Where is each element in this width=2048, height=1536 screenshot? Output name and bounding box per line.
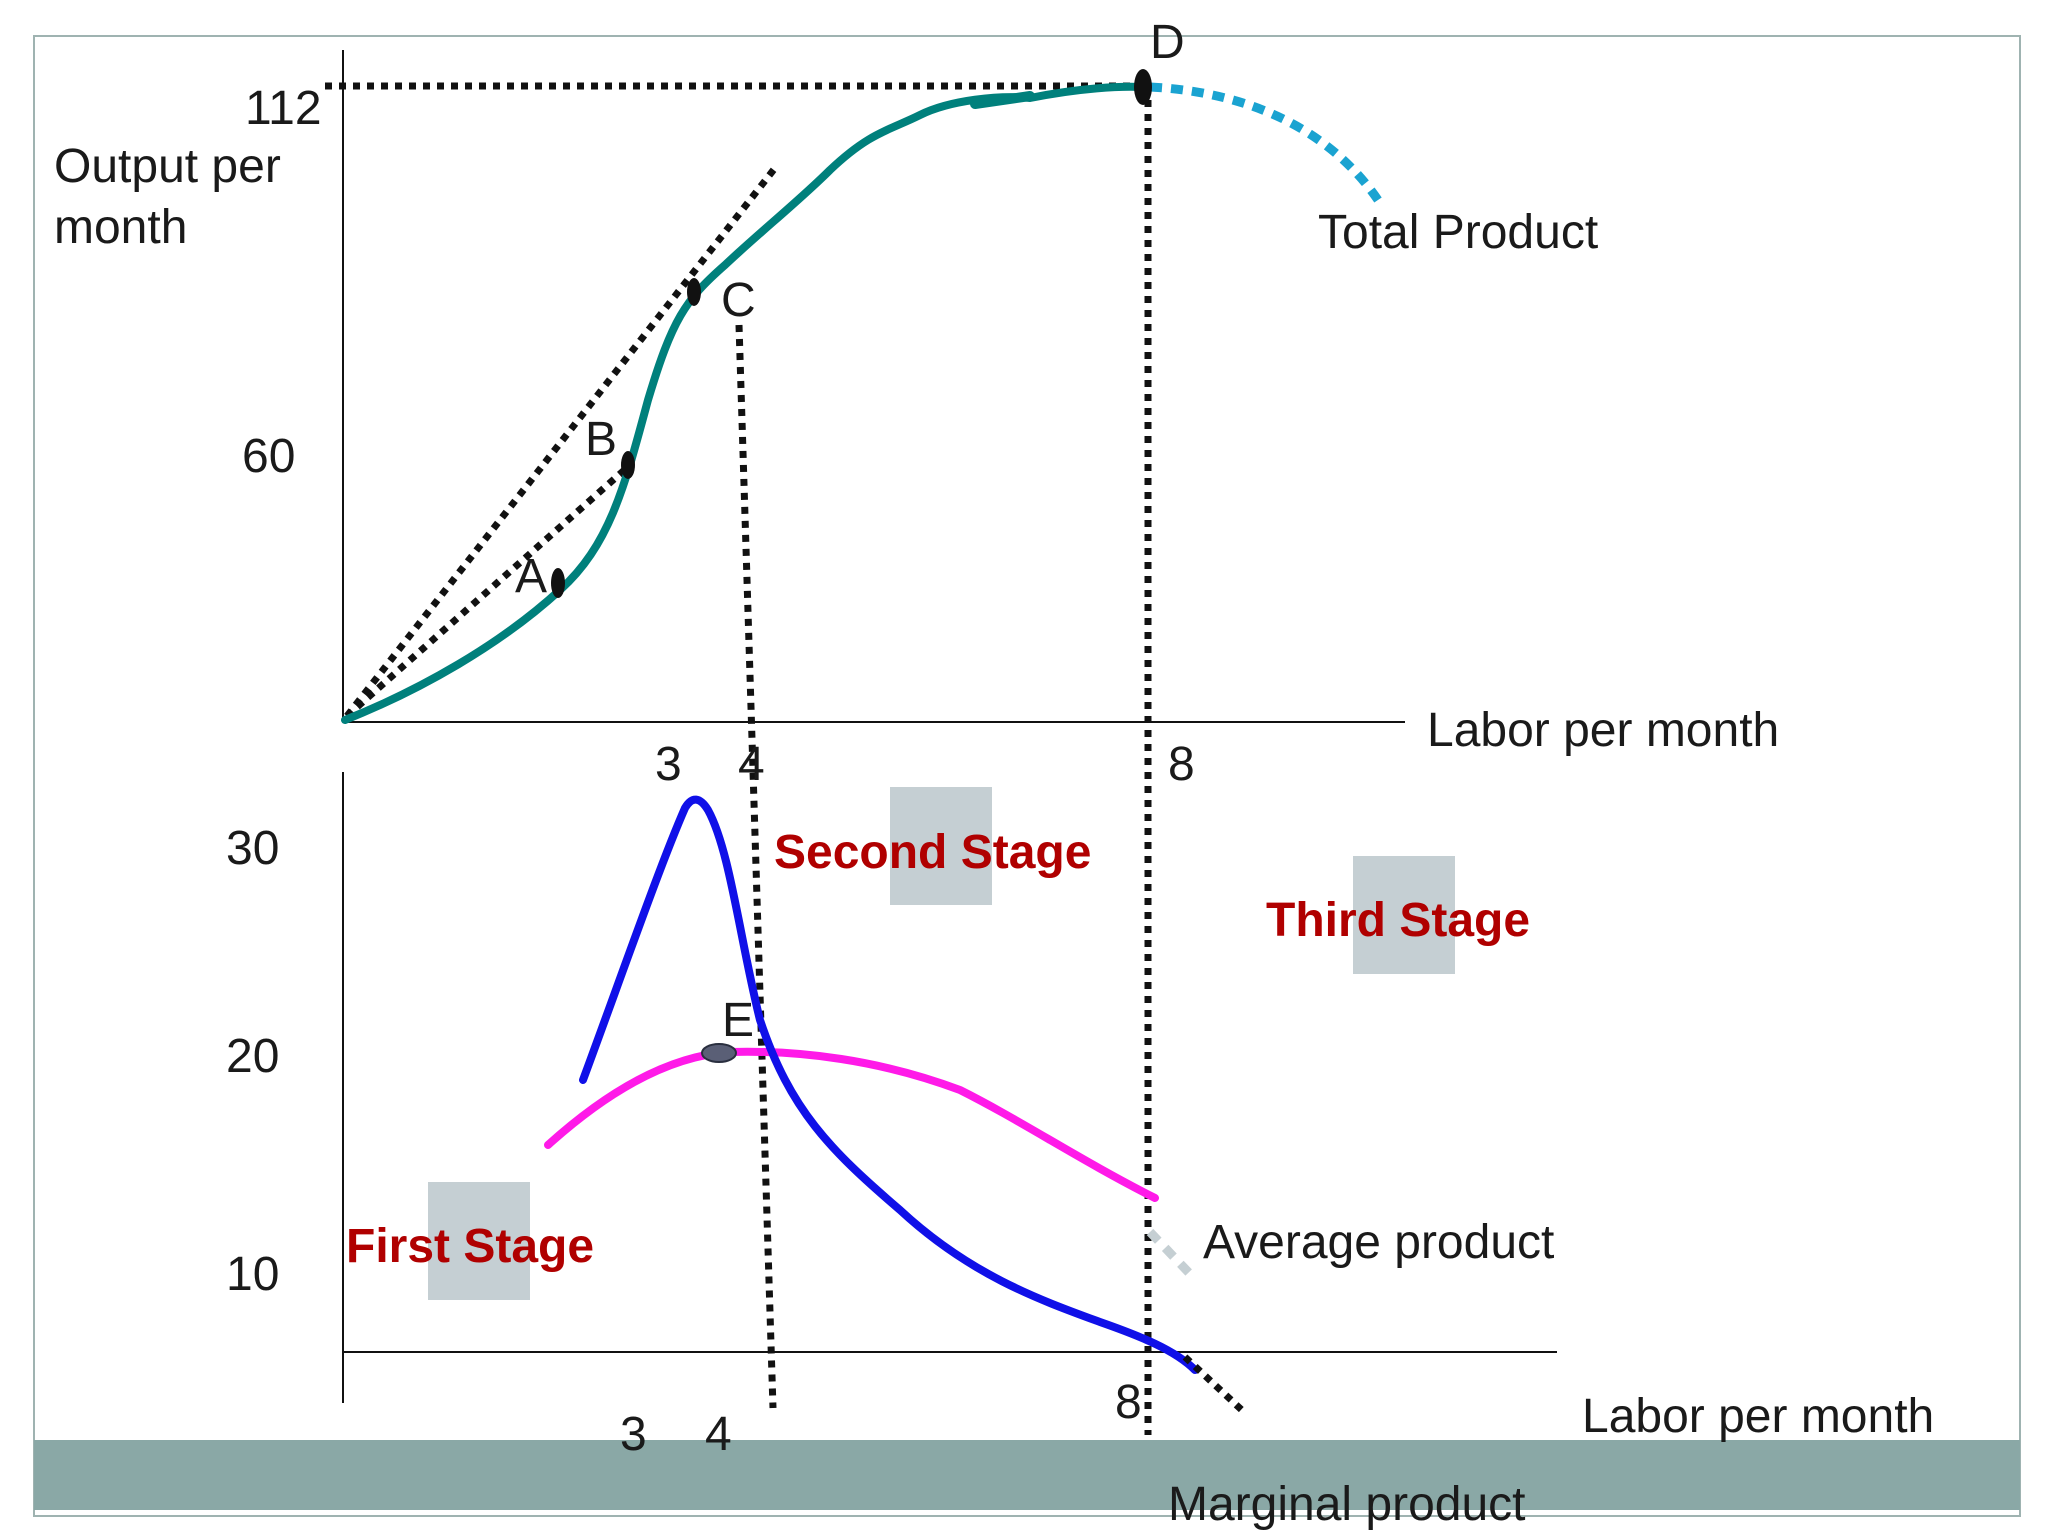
ray-to-b [344, 462, 633, 719]
first-stage-label: First Stage [346, 1220, 594, 1273]
marginal-product-label: Marginal product [1168, 1478, 1526, 1531]
point-e-marker [701, 1043, 737, 1063]
bottom-y-tick-30: 30 [226, 822, 279, 875]
point-e-label: E [722, 994, 754, 1047]
bottom-x-tick-8: 8 [1115, 1376, 1142, 1429]
marginal-product-curve [579, 795, 1199, 1374]
third-stage-label: Third Stage [1266, 894, 1530, 947]
second-stage-label: Second Stage [774, 826, 1091, 879]
total-product-curve-highlight [970, 91, 1035, 109]
third-stage-box [1353, 856, 1455, 974]
first-stage-box [428, 1182, 530, 1300]
average-product-label: Average product [1203, 1216, 1554, 1269]
average-product-curve [544, 1047, 1159, 1202]
point-d-label: D [1150, 16, 1185, 69]
bottom-x-tick-3: 3 [620, 1408, 647, 1461]
bottom-y-tick-20: 20 [226, 1030, 279, 1083]
second-stage-box [890, 787, 992, 905]
top-y-label-line1: Output per [54, 140, 281, 193]
top-y-tick-60: 60 [242, 430, 295, 483]
slide-frame [33, 35, 2021, 1517]
top-y-label-line2: month [54, 201, 187, 254]
top-y-tick-112: 112 [245, 82, 322, 135]
point-b-marker [621, 451, 635, 479]
top-x-tick-8: 8 [1168, 738, 1195, 791]
point-c-marker [687, 278, 701, 306]
total-product-extension [1149, 82, 1382, 203]
point-a-label: A [515, 550, 547, 603]
top-x-tick-4: 4 [738, 738, 765, 791]
point-b-label: B [585, 413, 617, 466]
guide-c-vertical [735, 324, 777, 1409]
point-a-marker [551, 568, 565, 598]
top-x-tick-3: 3 [655, 738, 682, 791]
top-x-label: Labor per month [1427, 704, 1779, 757]
bottom-band [34, 1440, 2020, 1510]
average-product-extension [1146, 1228, 1196, 1280]
point-d-marker [1134, 69, 1152, 105]
bottom-x-label: Labor per month [1582, 1390, 1934, 1443]
total-product-panel: Output per month 112 60 Labor per month … [54, 16, 1779, 1435]
point-c-label: C [721, 274, 756, 327]
ray-to-c [344, 165, 778, 719]
bottom-x-tick-4: 4 [705, 1408, 732, 1461]
average-marginal-panel: E 30 20 10 3 4 8 Labor per month Average… [226, 772, 1934, 1531]
total-product-curve [341, 82, 1146, 724]
total-product-label: Total Product [1318, 206, 1598, 259]
bottom-y-tick-10: 10 [226, 1248, 279, 1301]
